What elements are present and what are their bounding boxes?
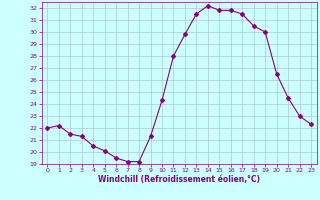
X-axis label: Windchill (Refroidissement éolien,°C): Windchill (Refroidissement éolien,°C) [98,175,260,184]
